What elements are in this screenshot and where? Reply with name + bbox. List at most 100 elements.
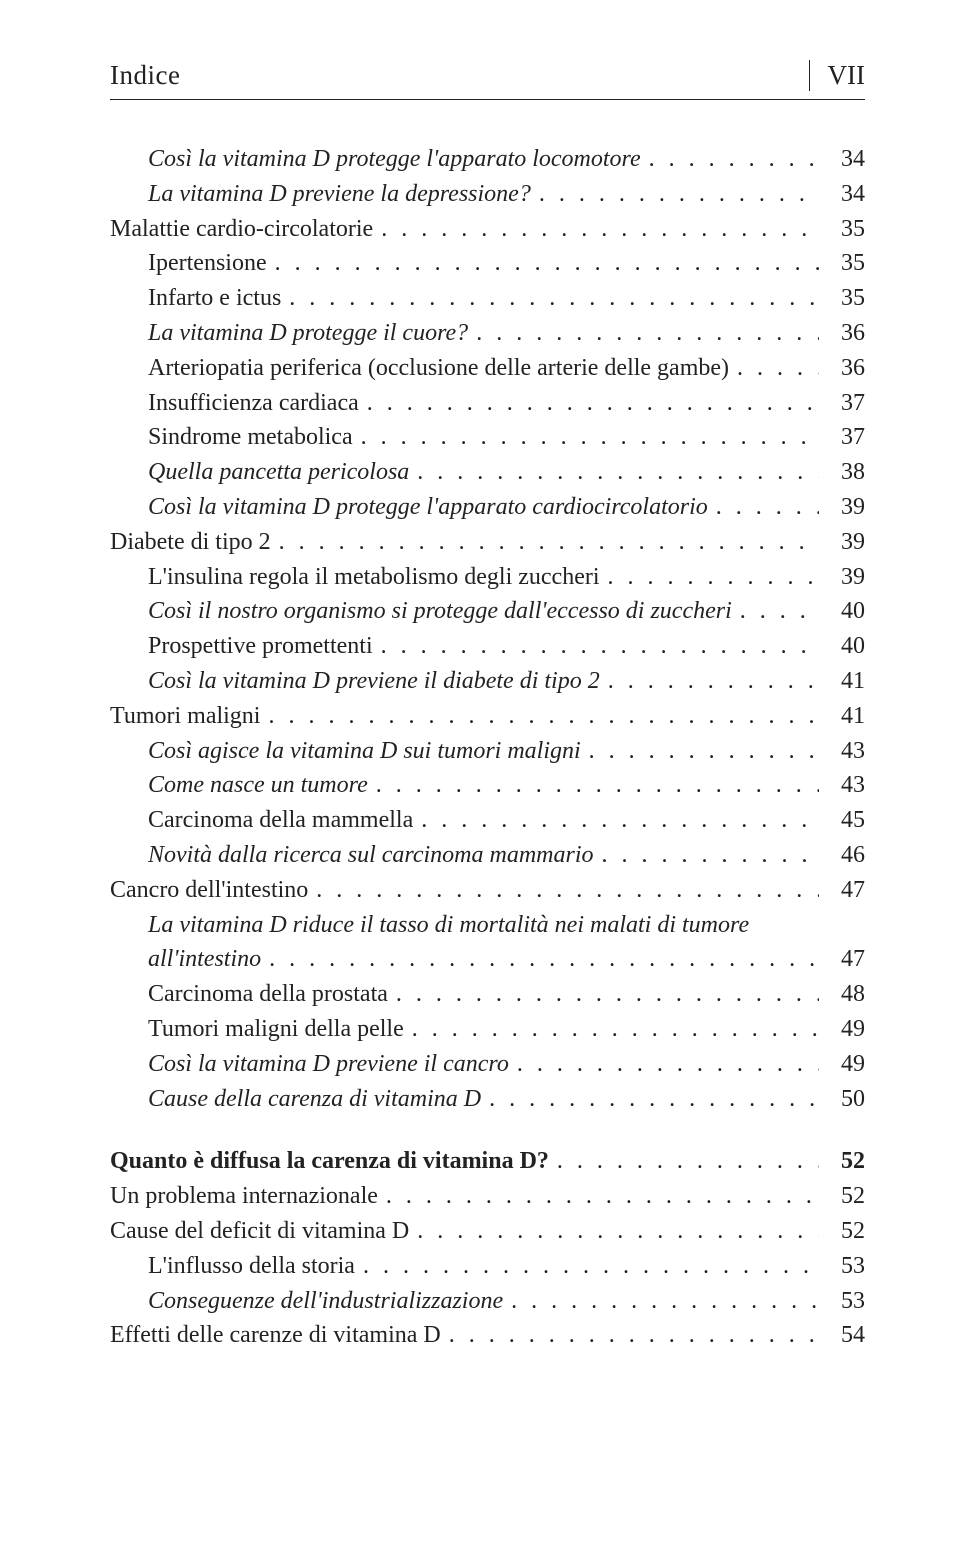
toc-leader [729,351,819,386]
toc-leader [353,420,819,455]
header-rule [110,99,865,100]
toc-label: L'influsso della storia [148,1249,355,1284]
toc-row: Così agisce la vitamina D sui tumori mal… [110,734,865,769]
toc-leader [441,1318,819,1353]
toc-row: Un problema internazionale52 [110,1179,865,1214]
toc-label: Così la vitamina D previene il cancro [148,1047,509,1082]
toc-row: Quanto è diffusa la carenza di vitamina … [110,1144,865,1179]
toc-leader [260,699,819,734]
toc-leader [594,838,819,873]
toc-page: 35 [819,246,865,281]
toc-row: Carcinoma della prostata 48 [110,977,865,1012]
toc-leader [368,768,819,803]
toc-label: Carcinoma della prostata [148,977,388,1012]
toc-page: 48 [819,977,865,1012]
toc-page: 43 [819,734,865,769]
toc-leader [413,803,819,838]
toc-page: 34 [819,142,865,177]
toc-page: 34 [819,177,865,212]
toc-label: Insufficienza cardiaca [148,386,359,421]
toc-page: 37 [819,420,865,455]
toc-label: Arteriopatia periferica (occlusione dell… [148,351,729,386]
toc-leader [732,594,819,629]
toc-row: Tumori maligni della pelle49 [110,1012,865,1047]
toc-leader [359,386,819,421]
toc-leader [281,281,819,316]
toc-page: 46 [819,838,865,873]
toc-section-gap [110,1116,865,1144]
toc-row: Quella pancetta pericolosa 38 [110,455,865,490]
toc-page: 47 [819,942,865,977]
toc-leader [308,873,819,908]
toc-page: 49 [819,1047,865,1082]
toc-leader [373,212,819,247]
toc-label: Cancro dell'intestino [110,873,308,908]
toc-label: Ipertensione [148,246,267,281]
toc-leader [509,1047,819,1082]
toc-label: Così il nostro organismo si protegge dal… [148,594,732,629]
toc-row: Prospettive promettenti 40 [110,629,865,664]
toc-label: Carcinoma della mammella [148,803,413,838]
toc-label: Così la vitamina D protegge l'apparato l… [148,142,641,177]
toc-leader [600,664,819,699]
toc-page: 39 [819,490,865,525]
toc-leader [409,1214,819,1249]
toc-leader [267,246,819,281]
toc-leader [388,977,819,1012]
toc-label: Così la vitamina D previene il diabete d… [148,664,600,699]
toc-leader [355,1249,819,1284]
toc-label: Così agisce la vitamina D sui tumori mal… [148,734,581,769]
toc-row: Ipertensione 35 [110,246,865,281]
toc-row: La vitamina D riduce il tasso di mortali… [110,908,865,943]
header-page-marker: VII [809,60,865,91]
toc-label: Malattie cardio-circolatorie [110,212,373,247]
toc-page: 50 [819,1082,865,1117]
toc-label: Tumori maligni della pelle [148,1012,404,1047]
toc-label: Quella pancetta pericolosa [148,455,409,490]
toc-page: 35 [819,281,865,316]
toc-page: 40 [819,594,865,629]
toc-leader [708,490,819,525]
toc-leader [373,629,819,664]
toc-row: Carcinoma della mammella45 [110,803,865,838]
toc-label: Novità dalla ricerca sul carcinoma mamma… [148,838,594,873]
toc-leader [481,1082,819,1117]
toc-row: La vitamina D previene la depressione? 34 [110,177,865,212]
toc-label: Conseguenze dell'industrializzazione [148,1284,503,1319]
toc-label: Un problema internazionale [110,1179,378,1214]
toc-row: Malattie cardio-circolatorie 35 [110,212,865,247]
toc-leader [404,1012,819,1047]
toc-label: Infarto e ictus [148,281,281,316]
toc-page: 54 [819,1318,865,1353]
toc-leader [549,1144,819,1179]
toc-page: 53 [819,1249,865,1284]
toc-label: Prospettive promettenti [148,629,373,664]
toc-label: Diabete di tipo 2 [110,525,271,560]
toc-label: La vitamina D previene la depressione? [148,177,531,212]
toc-row: Conseguenze dell'industrializzazione 53 [110,1284,865,1319]
toc-row: Così la vitamina D protegge l'apparato l… [110,142,865,177]
toc-page: 41 [819,699,865,734]
toc-leader [641,142,819,177]
header-title: Indice [110,60,180,91]
toc-label: Cause della carenza di vitamina D [148,1082,481,1117]
toc-page: 52 [819,1214,865,1249]
toc-page: 41 [819,664,865,699]
toc-row: Cancro dell'intestino47 [110,873,865,908]
toc-row: L'influsso della storia 53 [110,1249,865,1284]
toc-page: 39 [819,560,865,595]
toc-label: Cause del deficit di vitamina D [110,1214,409,1249]
toc-leader [409,455,819,490]
toc-leader [261,942,819,977]
toc-row: Così la vitamina D previene il diabete d… [110,664,865,699]
toc-page: 40 [819,629,865,664]
toc-row: Arteriopatia periferica (occlusione dell… [110,351,865,386]
toc-row: Sindrome metabolica37 [110,420,865,455]
toc-page: 53 [819,1284,865,1319]
table-of-contents: Così la vitamina D protegge l'apparato l… [110,142,865,1353]
toc-label: Quanto è diffusa la carenza di vitamina … [110,1144,549,1179]
toc-page: 52 [819,1144,865,1179]
toc-page: 35 [819,212,865,247]
toc-label: L'insulina regola il metabolismo degli z… [148,560,600,595]
toc-page: 38 [819,455,865,490]
